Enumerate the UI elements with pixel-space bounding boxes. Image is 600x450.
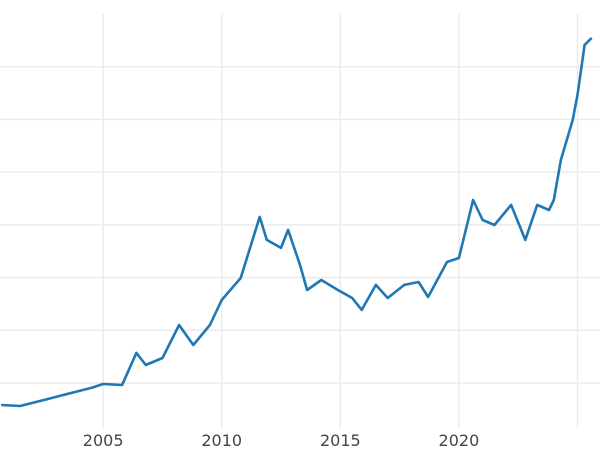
- series-line: [1, 36, 593, 408]
- x-tick-label: 2015: [320, 431, 361, 450]
- gridlines: [0, 14, 600, 428]
- x-tick-label: 2010: [201, 431, 242, 450]
- x-axis-ticks: 2005 2010 2015 2020: [83, 431, 479, 450]
- x-tick-label: 2005: [83, 431, 124, 450]
- x-tick-label: 2020: [439, 431, 480, 450]
